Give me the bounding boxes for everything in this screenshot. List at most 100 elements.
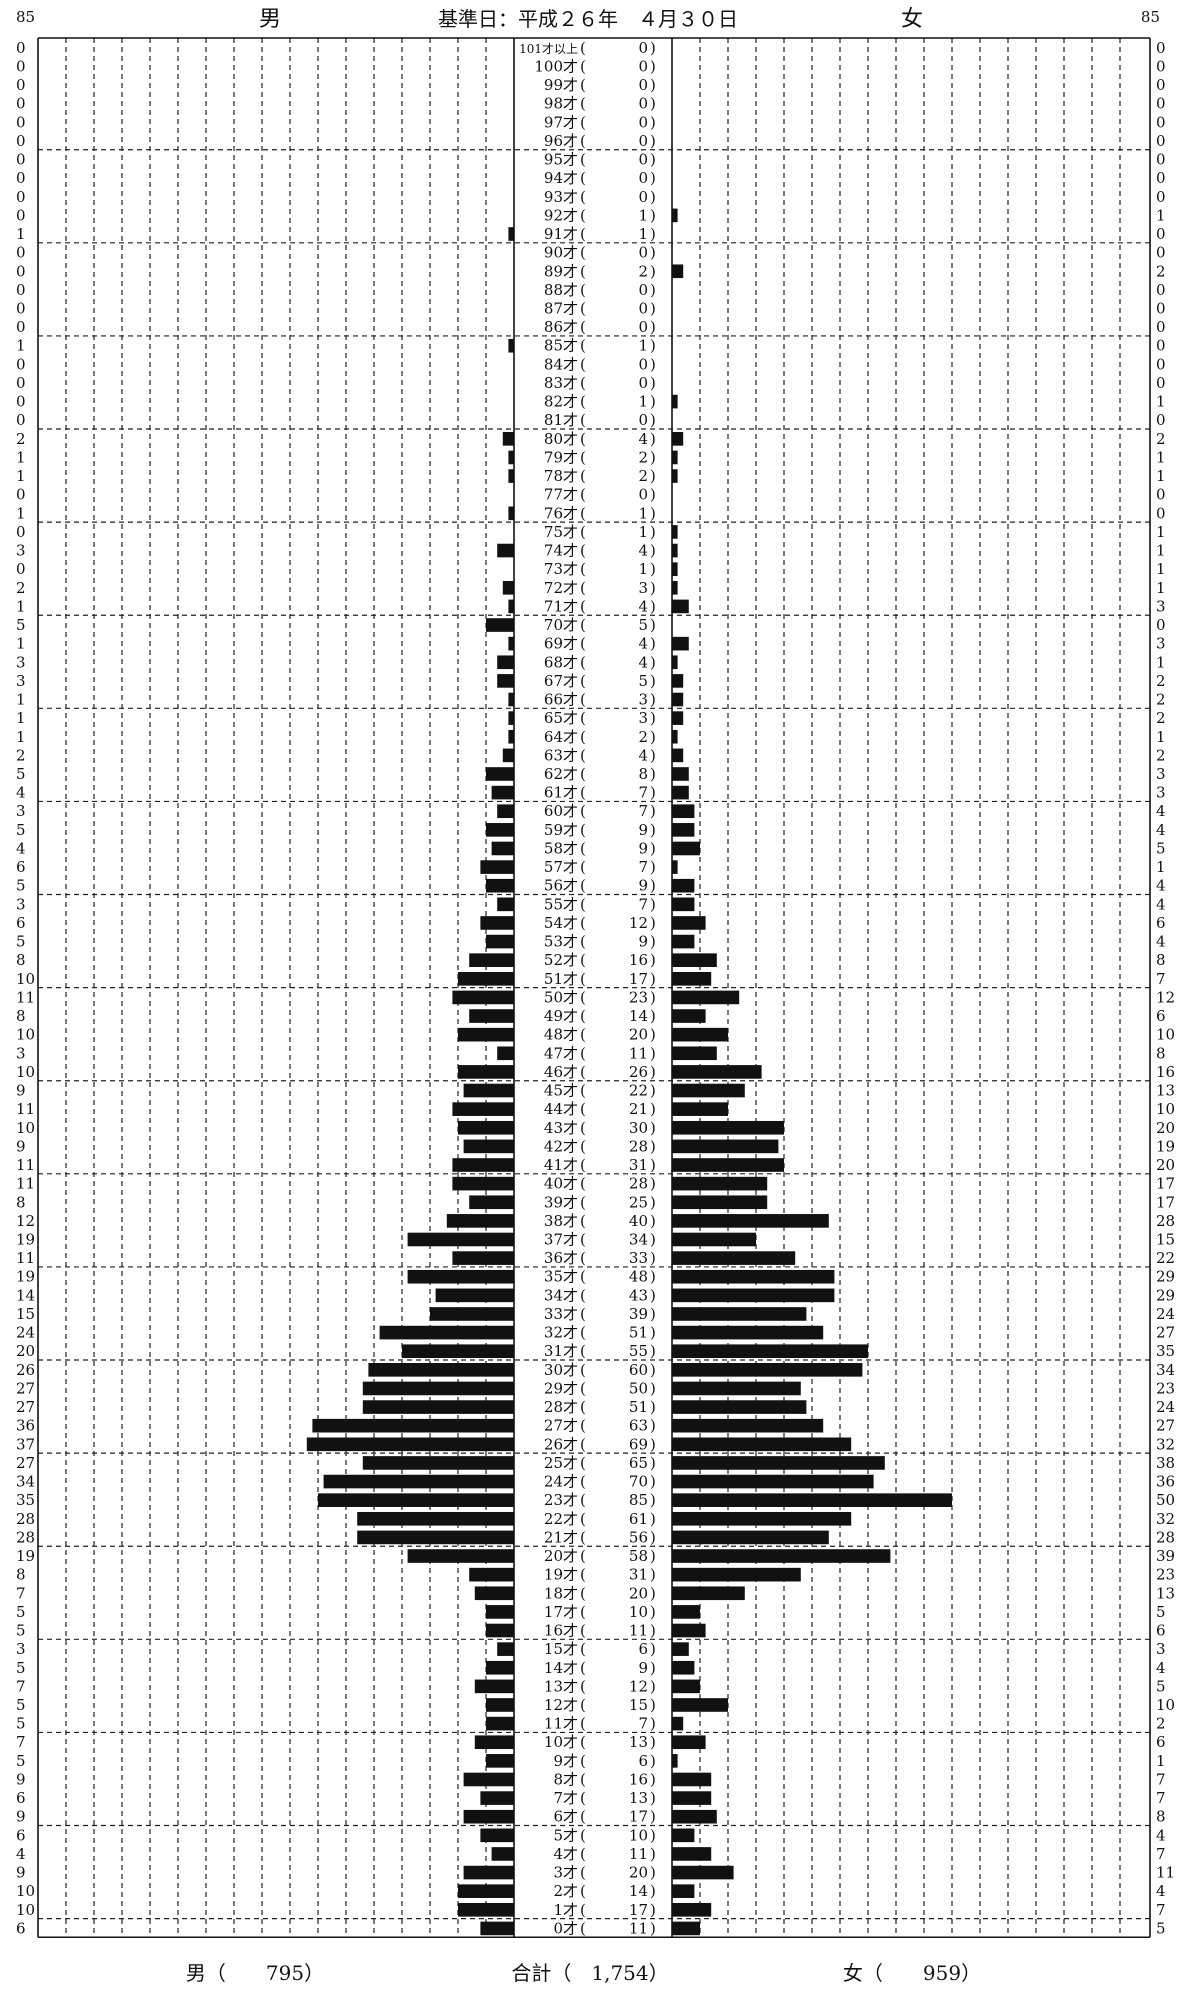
- female-count-label: 38: [1156, 1454, 1175, 1472]
- age-label: 90才: [544, 244, 578, 262]
- paren-close: ): [650, 1715, 656, 1733]
- paren-open: (: [580, 597, 586, 615]
- male-count-label: 0: [16, 374, 26, 392]
- female-count-label: 24: [1156, 1305, 1175, 1323]
- male-count-label: 14: [16, 1286, 35, 1304]
- bar-female: [672, 1065, 762, 1079]
- age-label: 73才: [544, 560, 578, 578]
- female-count-label: 28: [1156, 1212, 1175, 1230]
- bar-female: [672, 1232, 756, 1247]
- paren-open: (: [580, 1584, 586, 1602]
- bar-male: [502, 432, 514, 446]
- bar-male: [502, 580, 514, 595]
- female-count-label: 0: [1156, 337, 1166, 355]
- bar-female: [672, 1418, 824, 1433]
- paren-open: (: [580, 504, 586, 522]
- male-count-label: 5: [16, 1715, 26, 1733]
- total-count-label: 4: [638, 746, 648, 764]
- female-count-label: 24: [1156, 1398, 1175, 1416]
- age-label: 67才: [544, 672, 578, 690]
- paren-close: ): [650, 1473, 656, 1491]
- paren-close: ): [650, 1901, 656, 1919]
- total-count-label: 1: [638, 225, 648, 243]
- paren-open: (: [580, 1640, 586, 1658]
- female-count-label: 1: [1156, 393, 1166, 411]
- bar-female: [672, 1139, 779, 1154]
- paren-open: (: [580, 839, 586, 857]
- bar-male: [368, 1363, 514, 1377]
- bar-female: [672, 1660, 695, 1675]
- age-label: 86才: [544, 318, 578, 336]
- bar-male: [430, 1307, 514, 1321]
- total-count-label: 60: [629, 1361, 648, 1379]
- male-count-label: 1: [16, 337, 26, 355]
- paren-close: ): [650, 1864, 656, 1882]
- age-label: 65才: [544, 709, 578, 727]
- bar-female: [672, 1735, 706, 1750]
- total-count-label: 26: [629, 1063, 648, 1081]
- total-count-label: 3: [638, 709, 648, 727]
- total-count-label: 70: [629, 1473, 648, 1491]
- female-count-label: 0: [1156, 225, 1166, 243]
- paren-close: ): [650, 970, 656, 988]
- paren-open: (: [580, 467, 586, 485]
- paren-close: ): [650, 877, 656, 895]
- bar-male: [486, 823, 514, 837]
- male-count-label: 7: [16, 1733, 26, 1751]
- female-count-label: 7: [1156, 970, 1166, 988]
- age-label: 19才: [544, 1566, 578, 1584]
- bar-female: [672, 878, 695, 893]
- male-count-label: 1: [16, 448, 26, 466]
- bar-male: [407, 1232, 514, 1247]
- bar-female: [672, 953, 717, 967]
- male-count-label: 10: [16, 970, 35, 988]
- paren-open: (: [580, 951, 586, 969]
- bar-female: [672, 1698, 728, 1712]
- paren-open: (: [580, 1603, 586, 1621]
- female-count-label: 20: [1156, 1119, 1175, 1137]
- paren-close: ): [650, 1584, 656, 1602]
- age-label: 27才: [544, 1417, 578, 1435]
- age-label: 20才: [544, 1547, 578, 1565]
- bar-male: [323, 1474, 514, 1489]
- age-label: 77才: [544, 486, 578, 504]
- paren-open: (: [580, 1156, 586, 1174]
- paren-open: (: [580, 1696, 586, 1714]
- bar-female: [672, 1474, 874, 1489]
- total-count-label: 33: [629, 1249, 648, 1267]
- female-count-label: 1: [1156, 858, 1166, 876]
- total-count-label: 10: [629, 1603, 648, 1621]
- male-count-label: 0: [16, 169, 26, 187]
- female-count-label: 0: [1156, 132, 1166, 150]
- paren-open: (: [580, 374, 586, 392]
- total-count-label: 0: [638, 113, 648, 131]
- male-count-label: 9: [16, 1082, 26, 1100]
- bar-male: [469, 953, 514, 967]
- bar-female: [672, 990, 740, 1005]
- female-count-label: 16: [1156, 1063, 1175, 1081]
- total-count-label: 13: [629, 1789, 648, 1807]
- bar-male: [502, 748, 514, 763]
- bar-female: [672, 450, 678, 465]
- paren-close: ): [650, 560, 656, 578]
- paren-open: (: [580, 765, 586, 783]
- total-count-label: 0: [638, 411, 648, 429]
- age-label: 42才: [544, 1137, 578, 1155]
- total-count-label: 1: [638, 523, 648, 541]
- age-label: 74才: [544, 542, 578, 560]
- male-count-label: 19: [16, 1268, 35, 1286]
- total-count-label: 43: [629, 1286, 648, 1304]
- female-count-label: 0: [1156, 411, 1166, 429]
- bar-male: [463, 1809, 514, 1824]
- male-count-label: 5: [16, 616, 26, 634]
- bar-female: [672, 1269, 835, 1284]
- bar-male: [362, 1456, 514, 1470]
- age-label: 100才: [534, 57, 578, 75]
- bar-female: [672, 785, 689, 800]
- female-count-label: 2: [1156, 672, 1166, 690]
- female-count-label: 2: [1156, 709, 1166, 727]
- bar-male: [362, 1381, 514, 1396]
- bar-male: [497, 1046, 514, 1061]
- female-count-label: 3: [1156, 1640, 1166, 1658]
- paren-close: ): [650, 1007, 656, 1025]
